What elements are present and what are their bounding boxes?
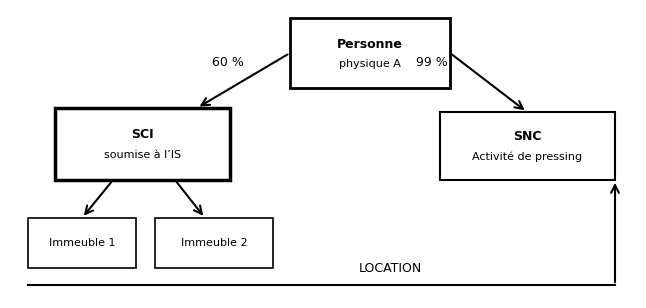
Text: Activité de pressing: Activité de pressing (472, 152, 583, 162)
FancyBboxPatch shape (55, 108, 230, 180)
Text: physique A: physique A (339, 59, 401, 69)
FancyBboxPatch shape (28, 218, 136, 268)
Text: SNC: SNC (514, 131, 542, 144)
FancyBboxPatch shape (155, 218, 273, 268)
FancyBboxPatch shape (290, 18, 450, 88)
FancyBboxPatch shape (440, 112, 615, 180)
Text: 60 %: 60 % (212, 55, 244, 68)
Text: SCI: SCI (131, 128, 154, 141)
Text: soumise à l’IS: soumise à l’IS (104, 150, 181, 160)
Text: Immeuble 2: Immeuble 2 (181, 238, 247, 248)
Text: LOCATION: LOCATION (359, 261, 422, 274)
Text: 99 %: 99 % (416, 55, 448, 68)
Text: Immeuble 1: Immeuble 1 (48, 238, 115, 248)
Text: Personne: Personne (337, 38, 403, 51)
